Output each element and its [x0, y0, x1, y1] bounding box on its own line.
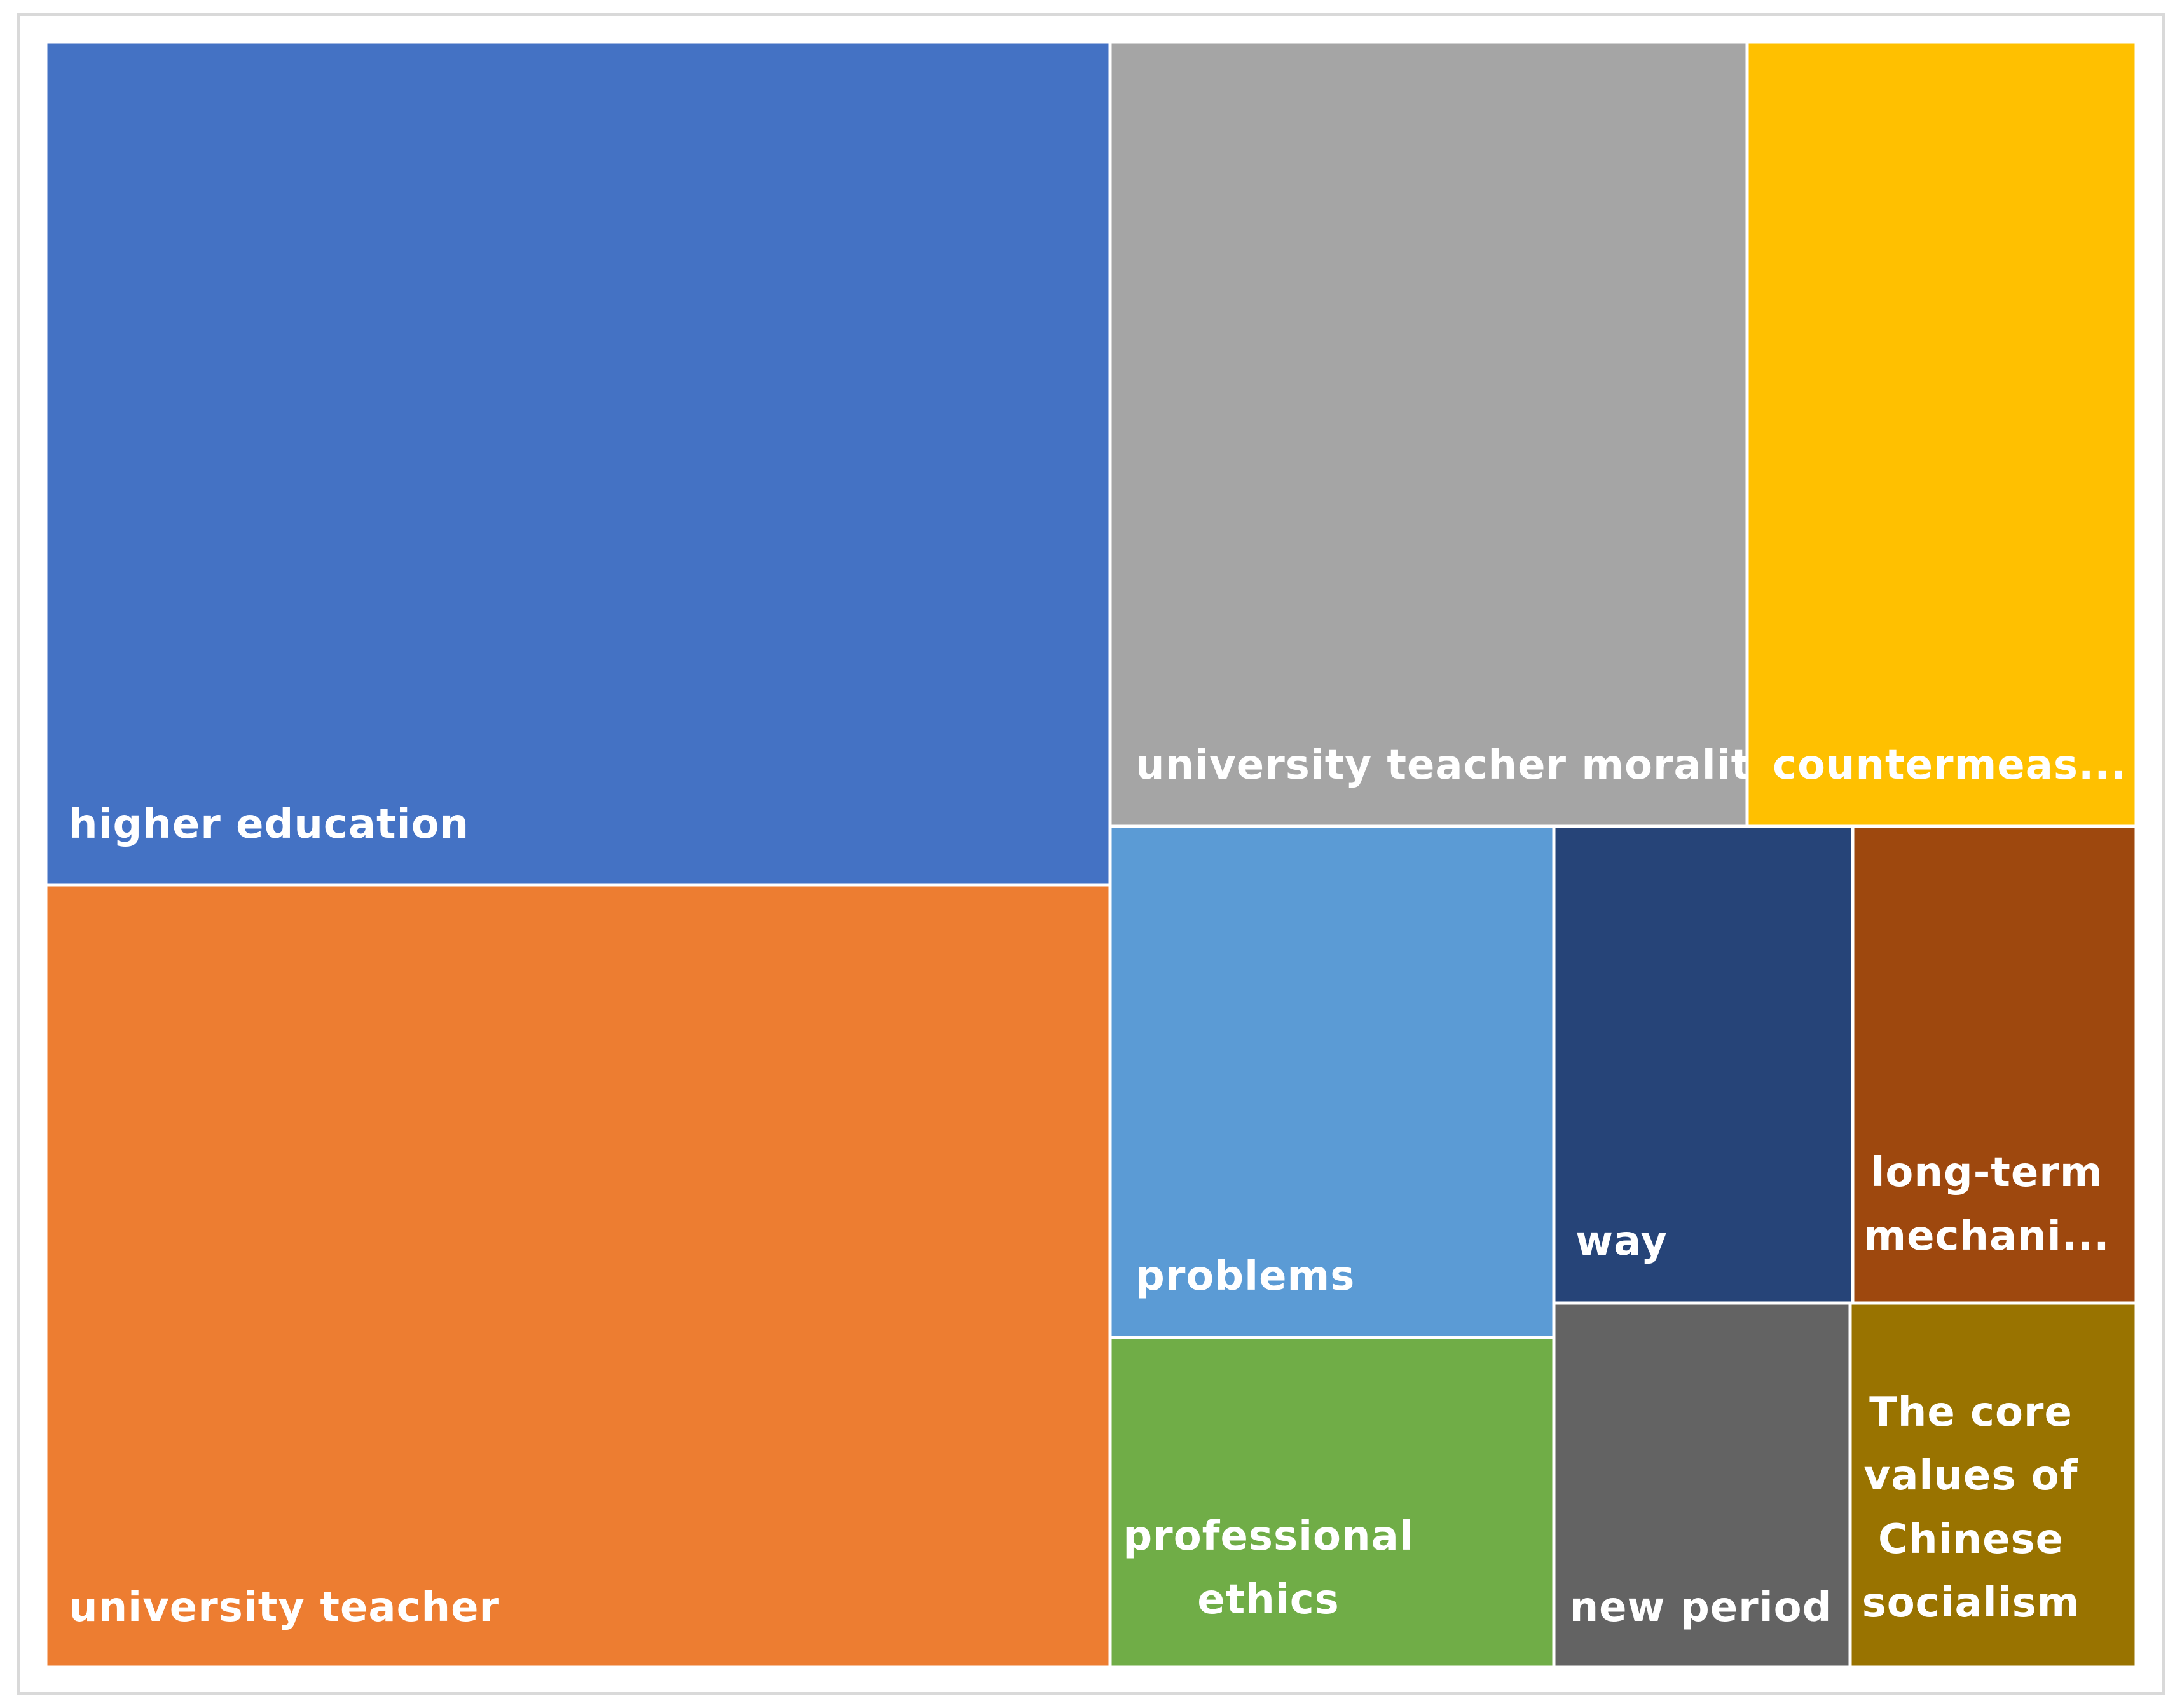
treemap-cell-university-teacher [44, 883, 1112, 1669]
treemap-cell-long-term-mechanism [1851, 824, 2138, 1305]
treemap-label-university-teacher-morality: university teacher morality [1136, 742, 1778, 789]
treemap-label-the-core-values-of-chinese-socialism-line-4: socialism [1862, 1580, 2080, 1627]
treemap-cell-the-core-values-of-chinese-socialism [1848, 1301, 2138, 1669]
treemap-label-problems: problems [1136, 1253, 1355, 1300]
treemap-cell-problems [1108, 824, 1556, 1339]
treemap-label-long-term-mechanism-line-1: long-term [1870, 1149, 2103, 1196]
treemap-cell-professional-ethics [1108, 1336, 1556, 1669]
treemap-label-the-core-values-of-chinese-socialism-line-3: Chinese [1878, 1516, 2064, 1563]
treemap-label-countermeasures: countermeas... [1773, 742, 2127, 789]
treemap-label-new-period: new period [1570, 1584, 1832, 1631]
treemap-cell-way [1552, 824, 1855, 1305]
treemap-label-university-teacher: university teacher [69, 1584, 500, 1631]
treemap-label-way: way [1575, 1218, 1668, 1265]
treemap-label-the-core-values-of-chinese-socialism-line-2: values of [1864, 1452, 2078, 1500]
treemap-cell-countermeasures [1745, 40, 2138, 828]
treemap-label-professional-ethics-line-2: ethics [1197, 1576, 1340, 1623]
treemap-label-long-term-mechanism-line-2: mechani... [1863, 1213, 2110, 1260]
treemap-label-professional-ethics-line-1: professional [1123, 1513, 1413, 1560]
treemap-cell-new-period [1552, 1301, 1852, 1669]
treemap-label-the-core-values-of-chinese-socialism-line-1: The core [1869, 1389, 2073, 1436]
treemap-cell-higher-education [44, 40, 1112, 887]
treemap-label-higher-education: higher education [69, 801, 469, 848]
treemap-cell-university-teacher-morality [1108, 40, 1749, 828]
